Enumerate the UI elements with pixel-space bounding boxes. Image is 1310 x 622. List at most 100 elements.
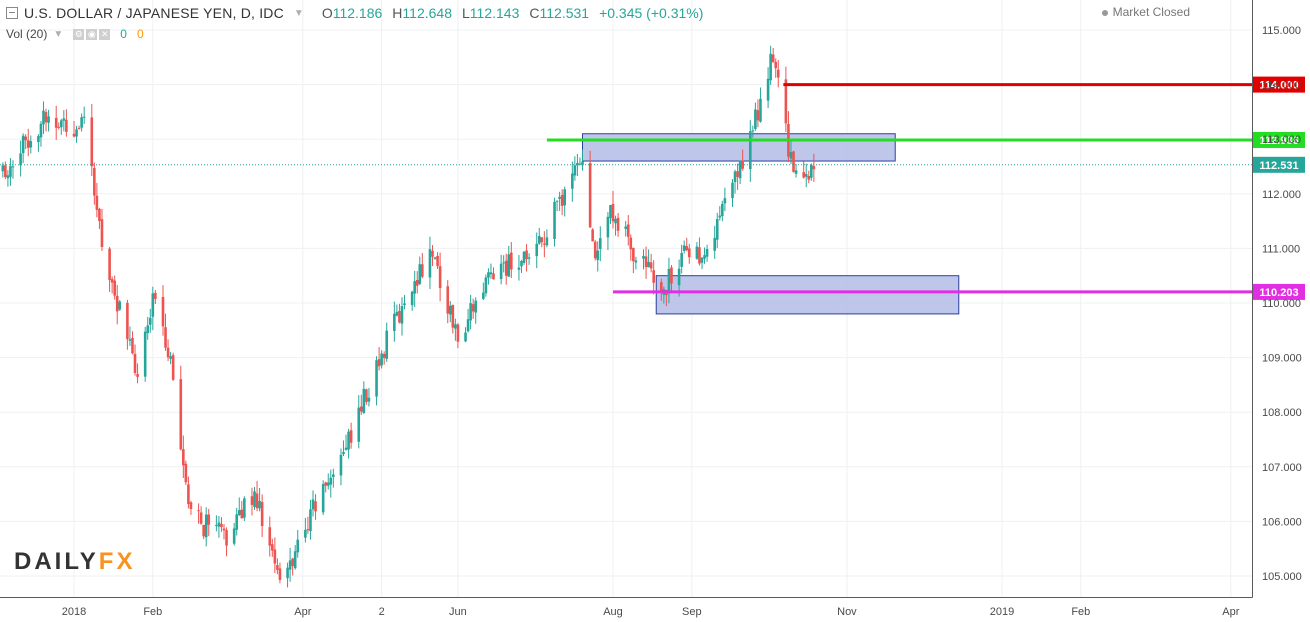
open-value: 112.186 [332,5,383,21]
candle-body [44,112,48,123]
volume-chevron-icon[interactable]: ▼ [53,28,64,40]
chevron-down-icon[interactable]: ▼ [293,7,304,19]
close-icon[interactable]: ✕ [99,28,111,40]
candle-body [382,353,386,358]
candle-body [108,248,111,281]
candle-body [448,305,452,315]
low-label: L [462,5,470,21]
candle-body [344,447,348,450]
candle-body [682,245,686,251]
open-label: O [321,5,333,21]
low-value: 112.143 [469,5,520,21]
candle-body [59,120,63,128]
candle-body [421,264,424,277]
eye-icon[interactable]: ◉ [86,28,98,40]
price-zone [581,133,896,162]
candle-body [237,510,241,515]
candle-body [593,241,597,259]
volume-value-2: 0 [136,27,144,41]
volume-label[interactable]: Vol (20) [6,27,48,41]
candle-body [258,500,261,509]
candle-body [72,133,76,137]
candle-body [751,130,755,132]
candle-body [741,160,744,169]
candle-body [288,560,292,570]
candle-body [578,163,582,165]
candle-body [700,257,704,263]
candle-body [202,524,205,537]
candle-body [482,292,485,299]
candle-body [154,292,157,299]
candle-body [606,216,610,238]
level-price-label: 114.000 [1259,80,1298,92]
candle-body [118,301,122,310]
candle-body [670,267,673,284]
candle-body [273,549,277,564]
y-tick-label: 112.000 [1262,189,1301,201]
candle-body [634,260,638,263]
settings-icon[interactable]: ⚙ [73,28,85,40]
symbol-title[interactable]: U.S. DOLLAR / JAPANESE YEN, D, IDC [24,5,284,21]
candle-body [433,257,437,259]
watermark-fx: FX [99,548,136,575]
candle-body [471,304,475,312]
candle-body [184,463,188,483]
x-tick-label: Sep [682,606,702,618]
candle-body [385,330,389,359]
candle-body [4,165,7,177]
candle-body [685,246,689,251]
candle-body [522,251,526,263]
y-tick-label: 115.000 [1262,25,1301,37]
candle-body [504,260,508,276]
candle-body [474,300,478,313]
x-tick-label: Apr [294,606,311,618]
candle-body [250,496,254,505]
candle-body [652,270,655,283]
candle-body [260,501,264,527]
candle-body [179,379,183,450]
candle-body [713,237,717,251]
candle-body [464,332,467,342]
candle-body [304,529,307,538]
candle-body [721,203,724,217]
candle-body [611,203,615,222]
candle-body [98,208,101,221]
candle-body [499,263,503,280]
candle-body [804,174,808,177]
candle-body [57,126,61,128]
candle-body [466,319,470,332]
candle-body [560,195,564,206]
candle-body [698,247,701,264]
candle-body [82,116,86,118]
last-price-label: 112.531 [1259,160,1298,172]
candle-body [62,118,66,121]
candle-body [309,509,312,532]
candle-body [616,217,620,231]
candle-body [756,110,760,121]
candle-body [431,250,434,257]
candle-body [535,243,539,257]
candle-body [225,530,228,546]
volume-value-1: 0 [120,27,127,41]
candle-body [754,109,757,129]
candle-body [133,353,137,373]
candle-body [647,261,650,268]
candle-body [367,397,371,402]
candle-body [748,131,752,170]
collapse-icon[interactable] [6,7,18,19]
watermark-daily: DAILY [14,548,99,575]
y-tick-label: 108.000 [1262,407,1302,419]
candle-body [715,219,719,240]
level-price-label: 110.203 [1259,287,1298,299]
candle-body [543,243,546,245]
candle-body [649,262,653,269]
candle-body [723,198,727,204]
candle-body [243,498,246,518]
candle-body [591,229,594,242]
candle-body [126,302,129,340]
candle-body [232,528,236,544]
candle-body [1,165,5,172]
candle-body [271,544,274,551]
candle-body [29,141,33,148]
